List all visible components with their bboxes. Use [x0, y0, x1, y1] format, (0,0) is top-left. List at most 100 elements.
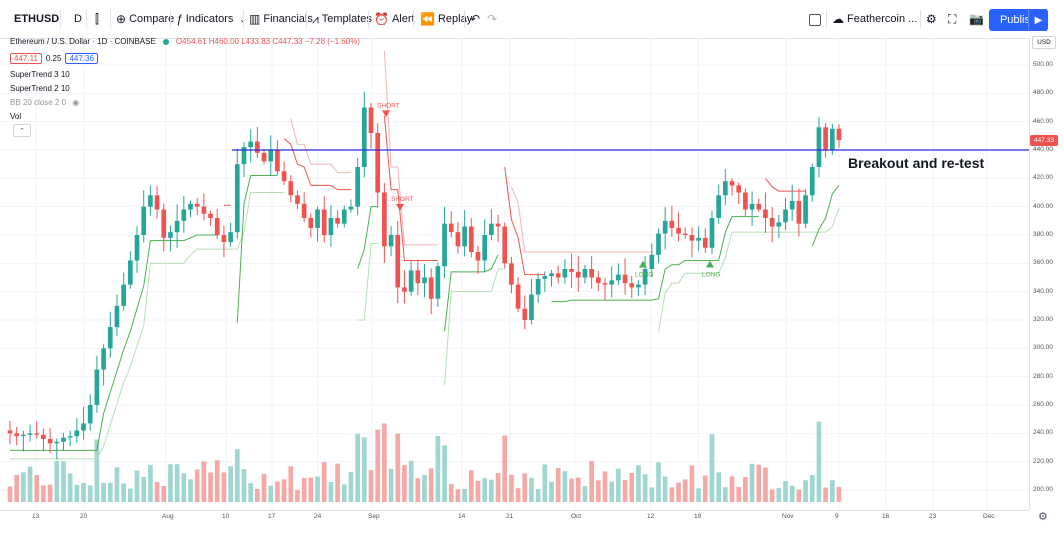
- candle-body: [415, 270, 421, 284]
- price-tick-label: 440.00: [1033, 146, 1053, 153]
- volume-bar: [255, 488, 260, 502]
- collapse-legend-button[interactable]: ⌃: [13, 124, 31, 137]
- volume-bar: [114, 467, 120, 502]
- time-tick-label: 24: [314, 513, 322, 520]
- candle-body: [569, 269, 574, 272]
- volume-bar: [482, 478, 488, 502]
- gear-icon: ⚙: [926, 12, 937, 26]
- candle-body: [308, 218, 314, 228]
- currency-selector[interactable]: USD: [1032, 36, 1056, 49]
- volume-bar: [348, 471, 354, 502]
- volume-bar: [515, 488, 521, 502]
- candle-body: [335, 218, 340, 224]
- candle-body: [114, 305, 120, 328]
- candle-body: [442, 223, 447, 267]
- fullscreen-button[interactable]: ⛶: [948, 0, 959, 38]
- indicator-legend-vol[interactable]: Vol: [10, 112, 21, 121]
- candle-body: [796, 201, 802, 224]
- candle-body: [87, 405, 93, 424]
- redo-button[interactable]: ↷: [487, 0, 500, 38]
- volume-bar: [629, 472, 635, 502]
- volume-bar: [723, 487, 728, 502]
- volume-bar: [328, 481, 334, 502]
- candle-body: [261, 152, 267, 162]
- indicators-button[interactable]: ƒ Indicators ⌄: [176, 0, 249, 38]
- time-tick-label: 19: [694, 513, 702, 520]
- candle-body: [649, 254, 655, 269]
- candle-body: [515, 284, 521, 309]
- short-signal-label: SHORT: [391, 196, 414, 203]
- volume-bar: [248, 483, 254, 502]
- compare-button[interactable]: ⊕ Compare: [116, 0, 174, 38]
- candle-body: [769, 218, 775, 227]
- candle-body: [348, 206, 354, 210]
- chart-settings-gear-icon[interactable]: ⚙: [1038, 511, 1048, 523]
- time-tick-label: 21: [506, 513, 514, 520]
- time-axis[interactable]: [0, 510, 1029, 544]
- volume-bar: [335, 463, 340, 502]
- indicator-legend-supertrend-3[interactable]: SuperTrend 3 10: [10, 70, 70, 79]
- price-tick-label: 460.00: [1033, 117, 1053, 125]
- bid-price[interactable]: 447.11: [10, 53, 42, 64]
- volume-bar: [816, 421, 822, 502]
- volume-bar: [321, 462, 327, 502]
- market-open-dot: [162, 38, 169, 45]
- candle-body: [127, 260, 133, 285]
- volume-bar: [315, 476, 320, 502]
- publish-play-button[interactable]: ▶: [1028, 9, 1048, 31]
- fullscreen-toggle-checkbox[interactable]: [809, 14, 821, 26]
- function-icon: ƒ: [176, 12, 183, 26]
- replay-button[interactable]: ⏪ Replay: [420, 0, 472, 38]
- volume-bar: [121, 483, 126, 502]
- candle-body: [448, 223, 454, 233]
- indicator-legend-supertrend-2[interactable]: SuperTrend 2 10: [10, 84, 70, 93]
- volume-bar: [809, 475, 815, 502]
- volume-bar: [582, 485, 588, 502]
- publish-label: Publish: [999, 14, 1037, 26]
- indicator-label: BB 20 close 2 0: [10, 98, 67, 107]
- candle-body: [201, 206, 207, 214]
- undo-button[interactable]: ↶: [470, 0, 483, 38]
- candle-body: [241, 147, 247, 165]
- chart-type-button[interactable]: ⫿: [95, 0, 102, 38]
- camera-icon: 📷: [969, 12, 984, 26]
- volume-bar: [676, 482, 681, 502]
- price-tick-label: 400.00: [1033, 202, 1053, 210]
- financials-button[interactable]: ▥ Financials: [249, 0, 313, 38]
- candle-body: [295, 195, 300, 204]
- symbol-search[interactable]: ETHUSD: [14, 0, 59, 38]
- price-tick-label: 300.00: [1033, 344, 1053, 352]
- last-price-tag: 447.33: [1030, 135, 1058, 146]
- settings-button[interactable]: ⚙: [926, 0, 940, 38]
- price-chart[interactable]: SHORT SHORT LONG LONG: [0, 38, 1029, 510]
- bid-ask-row: 447.11 0.25 447.36: [10, 53, 98, 64]
- chart-grid: [0, 38, 1029, 510]
- alert-button[interactable]: ⏰ Alert: [374, 0, 415, 38]
- volume-bar: [749, 463, 755, 502]
- candle-body: [81, 423, 86, 431]
- candle-body: [589, 269, 594, 278]
- snapshot-button[interactable]: 📷: [969, 0, 987, 38]
- candle-body: [616, 274, 621, 281]
- candle-body: [268, 150, 274, 162]
- indicator-legend-bb[interactable]: BB 20 close 2 0 ◉: [10, 98, 79, 107]
- cloud-icon: ☁: [832, 12, 844, 26]
- supertrend-line: [811, 185, 840, 247]
- layout-select[interactable]: ☁ Feathercoin ... ⌄: [832, 0, 935, 38]
- volume-bar: [395, 433, 401, 502]
- time-tick-label: 16: [882, 513, 890, 520]
- price-axis[interactable]: [1029, 38, 1064, 510]
- ask-price[interactable]: 447.36: [65, 53, 98, 64]
- supertrend-line: [236, 175, 278, 323]
- interval-button[interactable]: D: [74, 0, 82, 38]
- price-tick-label: 340.00: [1033, 287, 1053, 295]
- volume-bar: [161, 486, 167, 502]
- eye-hidden-icon[interactable]: ◉: [72, 98, 80, 107]
- templates-button[interactable]: ⩘ Templates: [312, 0, 372, 38]
- breakout-annotation[interactable]: Breakout and re-test: [848, 155, 985, 171]
- volume-bar: [549, 481, 554, 502]
- time-tick-label: Dec: [983, 513, 995, 520]
- candle-body: [803, 195, 808, 224]
- candle-body: [368, 107, 374, 133]
- price-tick-label: 220.00: [1033, 457, 1053, 465]
